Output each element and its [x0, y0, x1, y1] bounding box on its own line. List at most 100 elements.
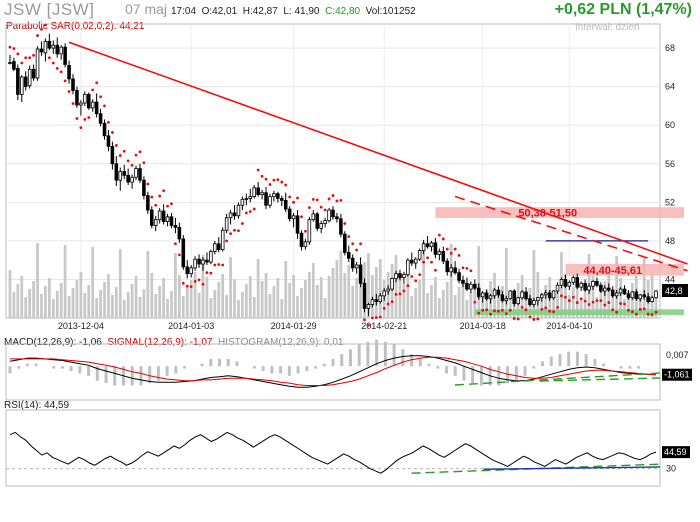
candle-body — [595, 280, 599, 286]
sar-dot — [87, 116, 91, 119]
sar-dot — [91, 88, 95, 92]
sar-dot — [20, 61, 24, 65]
sar-dot — [209, 271, 213, 275]
candle-body — [571, 277, 576, 283]
volume-bar — [59, 283, 63, 318]
sar-dot — [516, 317, 520, 321]
candle-body — [213, 243, 217, 252]
x-tick-label: 2014-02-21 — [361, 321, 407, 331]
x-tick-label: 2014-01-29 — [271, 321, 317, 331]
candle-body — [614, 292, 619, 297]
candle-body — [272, 193, 276, 197]
volume-bar — [437, 298, 441, 318]
candle-body — [299, 232, 304, 248]
sar-dot — [36, 34, 39, 37]
sar-dot — [638, 307, 642, 311]
volume-bar — [87, 285, 91, 318]
volume-bar — [174, 253, 177, 318]
volume-bar — [114, 287, 118, 318]
last-price-label: 42,8 — [665, 286, 683, 296]
candle-body — [642, 294, 646, 298]
candle-body — [102, 122, 107, 137]
sar-dot — [331, 194, 335, 197]
candle-body — [55, 44, 60, 55]
volume-bar — [63, 245, 67, 318]
volume-bar — [378, 259, 382, 318]
volume-bar — [20, 276, 24, 318]
candle-body — [626, 293, 631, 299]
sar-dot — [571, 295, 575, 299]
candle-body — [153, 219, 158, 226]
sar-dot — [646, 312, 650, 316]
volume-bar — [111, 295, 114, 318]
volume-bar — [79, 272, 83, 318]
volume-bar — [307, 272, 311, 318]
candle-body — [248, 196, 253, 199]
candle-body — [500, 294, 505, 302]
low-value: L: 41,90 — [283, 6, 320, 17]
candle-body — [551, 290, 556, 299]
sar-dot — [319, 205, 323, 209]
candle-body — [488, 295, 493, 300]
sar-dot — [296, 196, 299, 200]
x-tick-label: 2014-03-18 — [460, 321, 506, 331]
x-tick-label: 2014-01-03 — [168, 321, 214, 331]
volume-bar — [170, 291, 173, 318]
candle-body — [410, 259, 414, 264]
candle-body — [429, 242, 434, 248]
sar-dot — [134, 153, 138, 157]
sar-dot — [83, 118, 87, 121]
sar-dot — [461, 266, 465, 270]
sar-dot — [280, 180, 284, 184]
candle-body — [469, 283, 473, 290]
candle-body — [150, 209, 154, 226]
candle-body — [362, 282, 367, 309]
candle-body — [563, 279, 568, 287]
candle-body — [512, 290, 516, 304]
candle-body — [43, 40, 48, 54]
candle-body — [536, 297, 540, 302]
macd-value-box — [662, 368, 692, 381]
candle-body — [465, 282, 469, 290]
candle-body — [23, 76, 28, 88]
volume-bar — [402, 283, 406, 318]
volume-bar — [122, 300, 126, 318]
candle-body — [280, 198, 284, 201]
candle-body — [634, 291, 639, 300]
sar-dot — [394, 292, 398, 296]
volume-bar — [441, 290, 445, 318]
y-tick-label: 64 — [665, 82, 675, 92]
x-tick-label: 2013-12-04 — [58, 321, 104, 331]
sar-dot — [378, 315, 382, 319]
y-tick-label: 68 — [665, 43, 675, 53]
candle-body — [630, 291, 635, 299]
open-value: O:42,01 — [201, 6, 238, 17]
volume-bar — [434, 277, 437, 318]
price-zone — [474, 309, 684, 316]
candle-body — [260, 192, 264, 196]
volume-bar — [311, 263, 315, 318]
candle-body — [142, 179, 146, 196]
sar-dot — [343, 222, 347, 225]
candle-body — [555, 284, 560, 292]
candle-body — [311, 213, 316, 221]
candle-body — [319, 223, 323, 229]
candle-body — [331, 209, 335, 218]
candle-body — [390, 278, 394, 290]
candle-body — [575, 277, 580, 288]
volume-bar — [71, 288, 75, 318]
macd-line — [9, 355, 657, 388]
candle-body — [425, 243, 430, 248]
candle-body — [323, 220, 327, 224]
candle-body — [315, 213, 320, 229]
candle-body — [374, 299, 379, 303]
candle-body — [540, 294, 544, 299]
last-price-box — [662, 284, 688, 298]
candle-body — [567, 281, 572, 287]
signal-label: SIGNAL(12,26,9): -1,07 — [107, 337, 213, 348]
sar-dot — [122, 149, 126, 153]
candle-body — [205, 259, 209, 263]
volume-bar — [536, 272, 540, 318]
volume-bar — [280, 299, 284, 318]
sar-dot — [374, 316, 378, 319]
